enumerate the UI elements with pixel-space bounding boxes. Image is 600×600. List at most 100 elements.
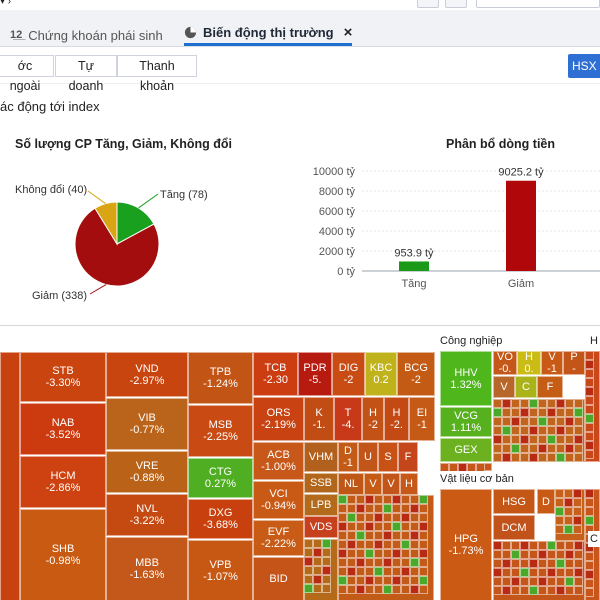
treemap-cell-nab[interactable]: NAB -3.52% bbox=[20, 403, 106, 455]
treemap-cell-v[interactable]: V -1 bbox=[541, 351, 563, 375]
bar-Giảm[interactable] bbox=[506, 180, 536, 271]
treemap-cell-hhv[interactable]: HHV 1.32% bbox=[440, 351, 492, 406]
treemap-mini-cell bbox=[392, 513, 401, 522]
close-icon[interactable]: × bbox=[343, 24, 353, 41]
treemap-cell-dig[interactable]: DIG -2 bbox=[332, 352, 365, 396]
treemap-cell-ctg[interactable]: CTG 0.27% bbox=[188, 458, 253, 498]
treemap-cell-f[interactable]: F bbox=[398, 442, 418, 472]
grid-view-icon[interactable] bbox=[417, 0, 439, 8]
treemap-cell-shb[interactable]: SHB -0.98% bbox=[20, 509, 106, 600]
menu-icon[interactable]: ▾ › bbox=[0, 0, 12, 7]
treemap-cell-bcg[interactable]: BCG -2 bbox=[397, 352, 435, 396]
treemap-mini-cell bbox=[347, 531, 356, 540]
treemap-cell-tcb[interactable]: TCB -2.30 bbox=[253, 352, 298, 396]
tab-derivatives[interactable]: 1̲2̲ Chứng khoán phái sinh bbox=[10, 24, 163, 46]
ticker-label: VHM bbox=[308, 451, 334, 463]
treemap-cell-msb[interactable]: MSB -2.25% bbox=[188, 405, 253, 457]
treemap-cell-vo[interactable]: VO -0. bbox=[493, 351, 517, 375]
treemap-mini-cell bbox=[520, 577, 529, 586]
treemap-cell-c[interactable]: C bbox=[515, 376, 537, 398]
treemap-mini-cell bbox=[511, 550, 520, 559]
treemap-mini-cell bbox=[502, 586, 511, 595]
treemap-cell-u[interactable]: U bbox=[358, 442, 378, 472]
treemap-cell-mbb[interactable]: MBB -1.63% bbox=[106, 537, 188, 600]
treemap-mini-cell bbox=[547, 408, 556, 417]
treemap-cell-v[interactable]: V bbox=[382, 473, 400, 495]
treemap-cell-f[interactable]: F bbox=[537, 376, 563, 398]
treemap-cell-h[interactable]: H bbox=[400, 473, 418, 495]
treemap-cell-acb[interactable]: ACB -1.00% bbox=[253, 442, 304, 480]
filter-liquidity-button[interactable]: Thanh khoản bbox=[117, 55, 197, 93]
treemap-cell-bid[interactable]: BID bbox=[253, 557, 304, 600]
treemap-cell-k[interactable]: K -1. bbox=[304, 397, 334, 441]
filter-proprietary-button[interactable]: Tự doanh bbox=[55, 55, 117, 93]
treemap-mini-cell bbox=[401, 522, 410, 531]
pie-slice-2[interactable] bbox=[94, 201, 118, 246]
treemap-mini-cell bbox=[585, 588, 594, 597]
treemap-mini-cell bbox=[493, 577, 502, 586]
treemap-mini-cell bbox=[564, 507, 573, 516]
treemap-mini-cell bbox=[401, 495, 410, 504]
treemap-cell-vcg[interactable]: VCG 1.11% bbox=[440, 407, 492, 437]
treemap-cell-vhm[interactable]: VHM bbox=[304, 442, 338, 472]
change-label: 1.32% bbox=[450, 378, 482, 391]
treemap-cell-h[interactable]: H -2. bbox=[384, 397, 409, 441]
treemap-cell-v[interactable]: V bbox=[364, 473, 382, 495]
treemap-cell-t[interactable]: T -4. bbox=[334, 397, 362, 441]
treemap-mini-cell bbox=[565, 559, 574, 568]
ticker-label: DCM bbox=[501, 521, 527, 534]
treemap-mini-cell bbox=[365, 540, 374, 549]
treemap-cell-nl[interactable]: NL bbox=[338, 473, 364, 495]
treemap-mini-cell bbox=[547, 417, 556, 426]
treemap-cell-ei[interactable]: EI -1 bbox=[409, 397, 435, 441]
treemap-cell-lpb[interactable]: LPB bbox=[304, 494, 338, 516]
treemap-mini-cell bbox=[520, 559, 529, 568]
pie-slice-1[interactable] bbox=[74, 207, 160, 287]
treemap-mini-cell bbox=[374, 585, 383, 594]
treemap-cell-s[interactable]: S bbox=[378, 442, 398, 472]
treemap-cell-tpb[interactable]: TPB -1.24% bbox=[188, 352, 253, 404]
pie-slice-0[interactable] bbox=[116, 201, 155, 245]
treemap-cell-v[interactable]: V bbox=[493, 376, 515, 398]
treemap-cell-vpb[interactable]: VPB -1.07% bbox=[188, 540, 253, 600]
treemap-mini-cell bbox=[538, 577, 547, 586]
treemap-cell-p[interactable]: P- bbox=[563, 351, 585, 375]
treemap-cell-d[interactable]: D bbox=[537, 489, 555, 514]
treemap-cell-d[interactable]: D -1 bbox=[338, 442, 358, 472]
treemap-cell-ssb[interactable]: SSB bbox=[304, 473, 338, 493]
treemap-cell-hsg[interactable]: HSG bbox=[493, 489, 535, 514]
treemap-cell-pdr[interactable]: PDR -5. bbox=[298, 352, 332, 396]
treemap-cell-nvl[interactable]: NVL -3.22% bbox=[106, 494, 188, 536]
toolbar-button[interactable] bbox=[445, 0, 467, 8]
treemap-cell-vci[interactable]: VCI -0.94% bbox=[253, 481, 304, 519]
treemap-mini-cell bbox=[547, 541, 556, 550]
treemap-mini-cell bbox=[356, 531, 365, 540]
treemap-cell-ors[interactable]: ORS -2.19% bbox=[253, 397, 304, 441]
treemap-cell-vre[interactable]: VRE -0.88% bbox=[106, 451, 188, 493]
treemap-cell-vds[interactable]: VDS bbox=[304, 516, 338, 538]
treemap-cell-dxg[interactable]: DXG -3.68% bbox=[188, 499, 253, 539]
treemap-cell-hcm[interactable]: HCM -2.86% bbox=[20, 456, 106, 508]
treemap-mini-cell bbox=[574, 541, 583, 550]
treemap-cell-vib[interactable]: VIB -0.77% bbox=[106, 398, 188, 450]
treemap-cell-dcm[interactable]: DCM bbox=[493, 515, 535, 540]
treemap-cell-stb[interactable]: STB -3.30% bbox=[20, 352, 106, 402]
tab-market-movement[interactable]: Biến động thị trường × bbox=[184, 24, 353, 46]
treemap-cell-gex[interactable]: GEX bbox=[440, 438, 492, 462]
treemap-mini-cell bbox=[493, 453, 502, 462]
treemap-cell-kbc[interactable]: KBC 0.2 bbox=[365, 352, 397, 396]
treemap-cell-hpg[interactable]: HPG -1.73% bbox=[440, 489, 492, 600]
treemap-mini-cell bbox=[356, 513, 365, 522]
filter-foreign-button[interactable]: ớc ngoài bbox=[0, 55, 54, 93]
treemap-cell-vnd[interactable]: VND -2.97% bbox=[106, 352, 188, 397]
y-tick-label: 10000 tỷ bbox=[313, 166, 356, 178]
treemap-cell-h[interactable]: H 0. bbox=[517, 351, 541, 375]
treemap-cell-h[interactable]: H -2 bbox=[362, 397, 384, 441]
treemap-cell-evf[interactable]: EVF -2.22% bbox=[253, 520, 304, 556]
ticker-label: LPB bbox=[310, 499, 332, 511]
exchange-hsx-button[interactable]: HSX bbox=[568, 54, 600, 78]
treemap-mini-cell bbox=[392, 576, 401, 585]
search-input[interactable] bbox=[476, 0, 600, 8]
bar-Tăng[interactable] bbox=[399, 261, 429, 271]
treemap-mini-cell bbox=[529, 559, 538, 568]
